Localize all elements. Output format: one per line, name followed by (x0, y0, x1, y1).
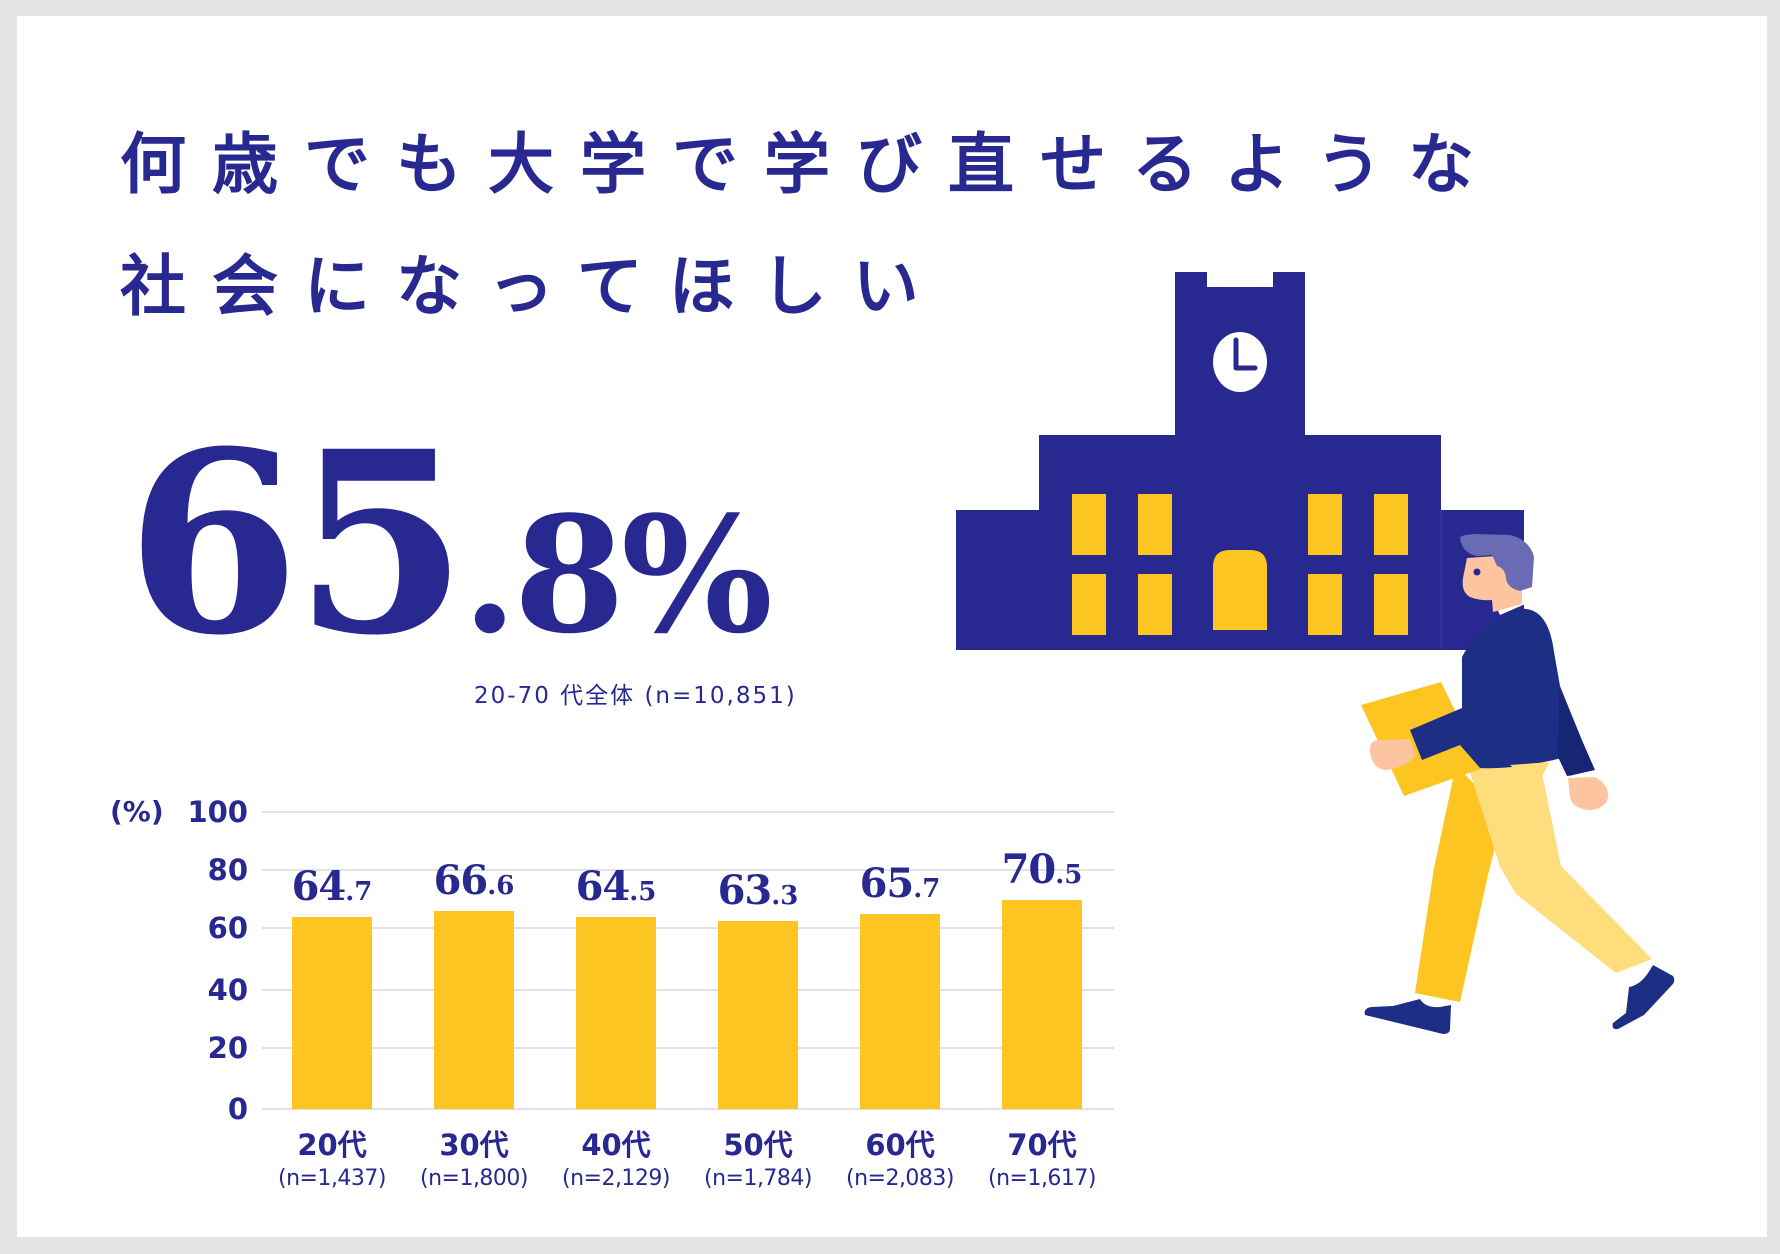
university-building-icon (956, 272, 1524, 650)
bar-value-decimal: .3 (771, 880, 799, 911)
x-category-label: 60代 (865, 1128, 935, 1162)
x-category-label: 20代 (297, 1128, 367, 1162)
x-category-label: 70代 (1007, 1128, 1077, 1162)
bar-value-label: 65.7 (829, 863, 971, 904)
x-sample-size-label: (n=1,784) (703, 1166, 813, 1191)
bar-value-label: 70.5 (971, 849, 1113, 890)
x-category-label: 30代 (439, 1128, 509, 1162)
x-category-label: 40代 (581, 1128, 651, 1162)
x-sample-size-label: (n=1,437) (277, 1166, 387, 1191)
bar-value-label: 66.6 (403, 861, 545, 901)
gridline-0 (262, 1108, 1114, 1110)
gridline-20 (262, 1047, 1114, 1049)
y-tick-100: 100 (187, 795, 248, 829)
bar-value-decimal: .5 (629, 877, 657, 908)
y-tick-20: 20 (207, 1031, 248, 1065)
bar-3 (718, 920, 798, 1109)
bar-value-label: 64.7 (261, 866, 403, 907)
bar-value-integer: 64 (575, 863, 631, 911)
gridline-60 (262, 927, 1114, 929)
clock-icon (1213, 332, 1267, 392)
bar-value-integer: 65 (859, 859, 915, 907)
bar-2 (576, 917, 656, 1109)
x-sample-size-label: (n=1,800) (419, 1166, 529, 1191)
bar-0 (292, 916, 372, 1109)
door-icon (1213, 550, 1267, 630)
bar-1 (434, 911, 514, 1109)
x-sample-size-label: (n=2,129) (561, 1166, 671, 1191)
x-sample-size-label: (n=1,617) (987, 1166, 1097, 1191)
bar-4 (860, 913, 940, 1109)
headline-decimal: .8% (461, 481, 773, 669)
title-line-2: 社会になってほしい (120, 248, 945, 325)
bar-value-integer: 70 (1001, 845, 1057, 893)
window-icons (1072, 494, 1408, 635)
page-title: 何歳でも大学で学び直せるような 社会になってほしい (120, 104, 1500, 348)
y-tick-60: 60 (207, 911, 248, 945)
bar-value-decimal: .5 (1055, 859, 1083, 890)
walking-person-icon (1361, 534, 1675, 1034)
y-axis-unit-label: (%) (110, 795, 164, 828)
bar-value-label: 63.3 (687, 870, 829, 911)
bar-value-decimal: .7 (345, 876, 373, 907)
gridline-40 (262, 989, 1114, 991)
headline-integer: 65 (126, 396, 468, 690)
bar-chart: (%) 100 80 60 40 20 0 64.7 20代 (n=1,437) 66… (110, 795, 1114, 1191)
title-line-1: 何歳でも大学で学び直せるような (120, 126, 1500, 203)
headline-percentage: 65.8% (126, 418, 773, 669)
bar-value-decimal: .6 (487, 871, 515, 902)
y-tick-80: 80 (207, 853, 248, 887)
x-category-label: 50代 (723, 1128, 793, 1162)
bar-value-integer: 66 (433, 857, 489, 905)
x-sample-size-label: (n=2,083) (845, 1166, 955, 1191)
bar-value-integer: 63 (717, 866, 773, 914)
y-tick-0: 0 (227, 1092, 248, 1126)
gridline-80 (262, 869, 1114, 871)
headline-sample-note: 20-70 代全体 (n=10,851) (474, 683, 797, 709)
bar-value-label: 64.5 (545, 867, 687, 907)
y-tick-40: 40 (207, 973, 248, 1007)
bar-value-integer: 64 (291, 862, 347, 910)
bar-5 (1002, 899, 1082, 1109)
gridline-100 (262, 811, 1114, 813)
bar-value-decimal: .7 (913, 873, 941, 904)
